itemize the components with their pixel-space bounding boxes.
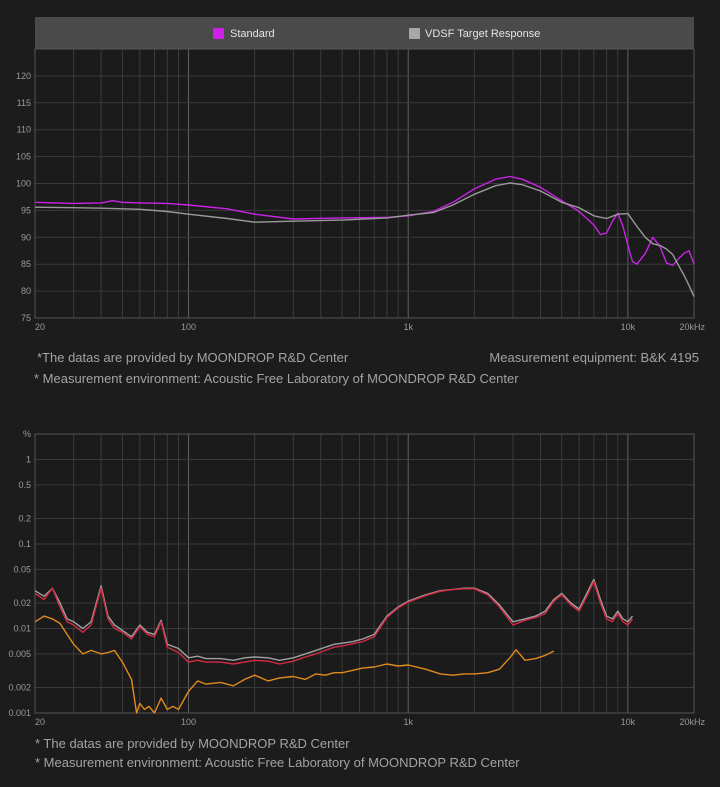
fr-series-line-1 [34,182,695,297]
distortion-chart: 0.001 0.002 0.005 0.01 0.02 0.05 0.1 0.2 0.5 1% 2… [8,429,705,727]
fr-equipment-note: Measurement equipment: B&K 4195 [489,350,699,365]
thd-y-tick-label: 0.002 [8,683,31,693]
fr-x-tick-label: 10k [621,322,636,332]
fr-y-tick-labels: 75 80 85 90 95 100 105 110 115 120 [16,71,31,323]
thd-y-tick-label: 0.5 [18,480,31,490]
fr-y-tick-label: 75 [21,313,31,323]
thd-series-line-1 [34,580,634,665]
thd-x-tick-label: 1k [403,717,413,727]
fr-y-tick-label: 90 [21,232,31,242]
thd-x-tick-label: 20kHz [679,717,705,727]
fr-y-tick-label: 120 [16,71,31,81]
legend-label-vdsf-target[interactable]: VDSF Target Response [425,28,540,40]
thd-y-tick-label: 0.01 [13,623,31,633]
fr-x-tick-labels: 20 100 1k 10k 20kHz [35,322,705,332]
fr-y-tick-label: 110 [17,125,31,135]
thd-y-tick-label: 0.05 [13,564,31,574]
thd-x-tick-labels: 20 100 1k 10k 20kHz [35,717,705,727]
thd-source-note: * The datas are provided by MOONDROP R&D… [35,736,350,751]
fr-y-tick-label: 80 [21,286,31,296]
fr-y-tick-label: 100 [16,179,31,189]
fr-y-tick-label: 85 [21,259,31,269]
legend-swatch-standard[interactable] [213,28,224,39]
fr-environment-note: * Measurement environment: Acoustic Free… [34,371,519,386]
thd-series-line-2 [34,615,555,714]
fr-lines [34,175,695,297]
thd-y-tick-label: 0.001 [8,708,31,718]
thd-y-tick-label: 0.005 [8,649,31,659]
thd-x-tick-label: 10k [621,717,636,727]
thd-y-tick-label: % [23,429,31,439]
fr-grid [34,48,695,319]
thd-x-tick-label: 20 [35,717,45,727]
thd-frame [34,433,695,714]
thd-y-tick-label: 1 [26,454,31,464]
fr-series-line-0 [34,175,695,266]
thd-environment-note: * Measurement environment: Acoustic Free… [35,755,520,770]
fr-frame [34,48,695,319]
thd-y-tick-label: 0.1 [18,539,31,549]
thd-lines [34,578,634,714]
legend-label-standard[interactable]: Standard [230,28,275,40]
thd-plot-area [35,434,694,713]
thd-y-tick-labels: 0.001 0.002 0.005 0.01 0.02 0.05 0.1 0.2 0.5 1% [8,429,31,718]
thd-y-tick-label: 0.02 [13,598,31,608]
thd-grid [34,433,695,714]
fr-x-tick-label: 100 [181,322,196,332]
fr-y-tick-label: 115 [17,98,31,108]
legend-swatch-vdsf-target[interactable] [409,28,420,39]
fr-y-tick-label: 105 [16,152,31,162]
fr-source-note: *The datas are provided by MOONDROP R&D … [37,350,349,365]
thd-y-tick-label: 0.2 [18,514,31,524]
thd-x-tick-label: 100 [181,717,196,727]
fr-x-tick-label: 20kHz [679,322,705,332]
fr-y-tick-label: 95 [21,205,31,215]
fr-legend-bar [35,17,694,49]
thd-series-line-0 [34,578,634,662]
frequency-response-chart: Standard VDSF Target Response 75 80 85 90 95… [16,17,705,332]
fr-x-tick-label: 1k [403,322,413,332]
fr-x-tick-label: 20 [35,322,45,332]
